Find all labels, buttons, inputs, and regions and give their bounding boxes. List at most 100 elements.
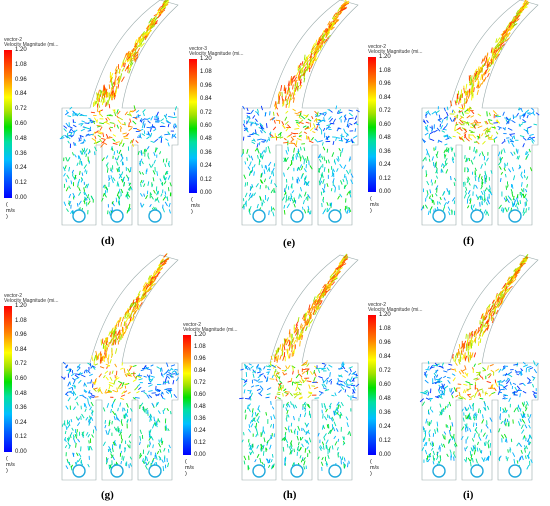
- geometry-outline: [61, 254, 179, 481]
- port-circle: [432, 464, 446, 478]
- legend-tick-label: 0.72: [379, 108, 391, 114]
- legend-tick-label: 0.24: [194, 428, 206, 434]
- legend-tick-label: 0.12: [379, 438, 391, 444]
- geometry-outline: [421, 0, 539, 226]
- velocity-vector-plot: [419, 254, 539, 481]
- velocity-vector-plot: [240, 0, 360, 226]
- port-circle: [508, 209, 522, 223]
- vector-arrows: [239, 253, 360, 471]
- velocity-vector-plot: [420, 0, 540, 226]
- legend-tick-label: 0.00: [379, 452, 391, 458]
- vector-arrows: [419, 254, 539, 472]
- legend-tick-label: 0.48: [379, 135, 391, 141]
- geometry-outline: [241, 254, 359, 481]
- legend-tick-label: 1.08: [194, 344, 206, 350]
- legend-tick-label: 0.60: [200, 123, 212, 129]
- legend-tick-label: 0.00: [15, 195, 27, 201]
- port-circle: [290, 209, 304, 223]
- legend-tick-label: 0.00: [15, 449, 27, 455]
- legend-tick-label: 0.12: [379, 175, 391, 182]
- legend-tick-label: 0.96: [194, 356, 206, 362]
- legend-tick-label: 0.96: [200, 82, 212, 89]
- port-circle: [110, 209, 124, 223]
- legend-subtitle: Velocity Magnitude (mi...: [189, 51, 244, 57]
- legend-tick-label: 0.84: [194, 368, 206, 374]
- port-circle: [148, 209, 162, 223]
- legend-unit: ( m/s ): [6, 456, 15, 474]
- legend-tick-label: 0.12: [200, 176, 212, 183]
- vector-arrows: [59, 0, 178, 216]
- legend-tick-label: 0.60: [379, 382, 391, 388]
- legend-subtitle: Velocity Magnitude (mi...: [4, 298, 59, 304]
- vector-arrows: [60, 253, 180, 472]
- legend-tick-label: 0.60: [194, 392, 206, 398]
- legend-tick-label: 0.96: [379, 81, 391, 87]
- legend-tick-label: 0.72: [200, 109, 212, 116]
- legend-tick-label: 1.20: [15, 303, 27, 309]
- legend-tick-label: 0.84: [200, 96, 212, 103]
- legend-subtitle: Velocity Magnitude (mi...: [368, 49, 423, 55]
- legend-tick-label: 0.48: [15, 390, 27, 397]
- legend-color-bar: [183, 335, 191, 455]
- legend-tick-label: 0.00: [379, 189, 391, 195]
- legend-tick-label: 0.84: [379, 354, 391, 360]
- legend-title: vector-2: [368, 44, 387, 50]
- legend-color-bar: [189, 59, 197, 193]
- legend-tick-label: 0.84: [15, 91, 27, 98]
- legend-subtitle: Velocity Magnitude (mi...: [4, 42, 59, 48]
- legend-tick-label: 0.12: [15, 180, 27, 187]
- port-circle: [72, 464, 86, 478]
- panel-caption: (d): [101, 235, 115, 247]
- port-circle: [508, 464, 522, 478]
- legend-tick-label: 0.96: [379, 340, 391, 346]
- geometry-outline: [421, 254, 539, 481]
- legend-title: vector-2: [368, 302, 387, 308]
- legend-tick-label: 0.24: [379, 424, 391, 430]
- legend-title: vector-3: [189, 46, 208, 52]
- legend-tick-label: 0.60: [15, 376, 27, 382]
- panel-caption: (f): [463, 235, 474, 247]
- legend-tick-label: 0.36: [15, 405, 27, 412]
- legend-tick-label: 0.36: [194, 416, 206, 422]
- legend-tick-label: 0.48: [200, 136, 212, 143]
- legend-unit: ( m/s ): [191, 197, 200, 215]
- velocity-vector-plot: [60, 253, 180, 481]
- legend-unit: ( m/s ): [370, 459, 379, 477]
- legend-tick-label: 0.12: [194, 440, 206, 446]
- legend-tick-label: 0.24: [15, 419, 27, 426]
- panel-caption: (g): [101, 489, 114, 501]
- legend-tick-label: 0.24: [15, 165, 27, 172]
- legend-tick-label: 0.00: [200, 190, 212, 196]
- port-circle: [470, 464, 484, 478]
- geometry-outline: [241, 0, 359, 226]
- port-circle: [252, 464, 266, 478]
- legend-tick-label: 0.72: [15, 106, 27, 113]
- geometry-outline: [61, 0, 179, 226]
- vector-arrows: [420, 0, 540, 216]
- legend-tick-label: 0.12: [15, 434, 27, 441]
- legend-tick-label: 1.08: [200, 69, 212, 76]
- port-circle: [252, 209, 266, 223]
- velocity-vector-plot: [239, 253, 360, 481]
- legend-tick-label: 0.48: [15, 135, 27, 142]
- legend-tick-label: 0.24: [379, 162, 391, 168]
- legend-tick-label: 0.72: [379, 368, 391, 374]
- port-circle: [470, 209, 484, 223]
- legend-tick-label: 0.84: [379, 94, 391, 101]
- legend-tick-label: 1.20: [200, 56, 212, 62]
- port-circle: [110, 464, 124, 478]
- legend-tick-label: 1.08: [379, 67, 391, 74]
- panel-caption: (i): [463, 489, 474, 501]
- legend-tick-label: 1.08: [15, 61, 27, 68]
- legend-tick-label: 1.08: [379, 326, 391, 332]
- legend-color-bar: [4, 50, 12, 198]
- port-circle: [328, 209, 342, 223]
- legend-unit: ( m/s ): [370, 196, 379, 214]
- legend-tick-label: 0.48: [194, 404, 206, 410]
- legend-tick-label: 0.72: [194, 380, 206, 386]
- legend-subtitle: Velocity Magnitude (mi...: [183, 327, 238, 333]
- legend-subtitle: Velocity Magnitude (mi...: [368, 307, 423, 313]
- legend-color-bar: [4, 306, 12, 452]
- port-circle: [290, 464, 304, 478]
- legend-tick-label: 1.20: [379, 54, 391, 60]
